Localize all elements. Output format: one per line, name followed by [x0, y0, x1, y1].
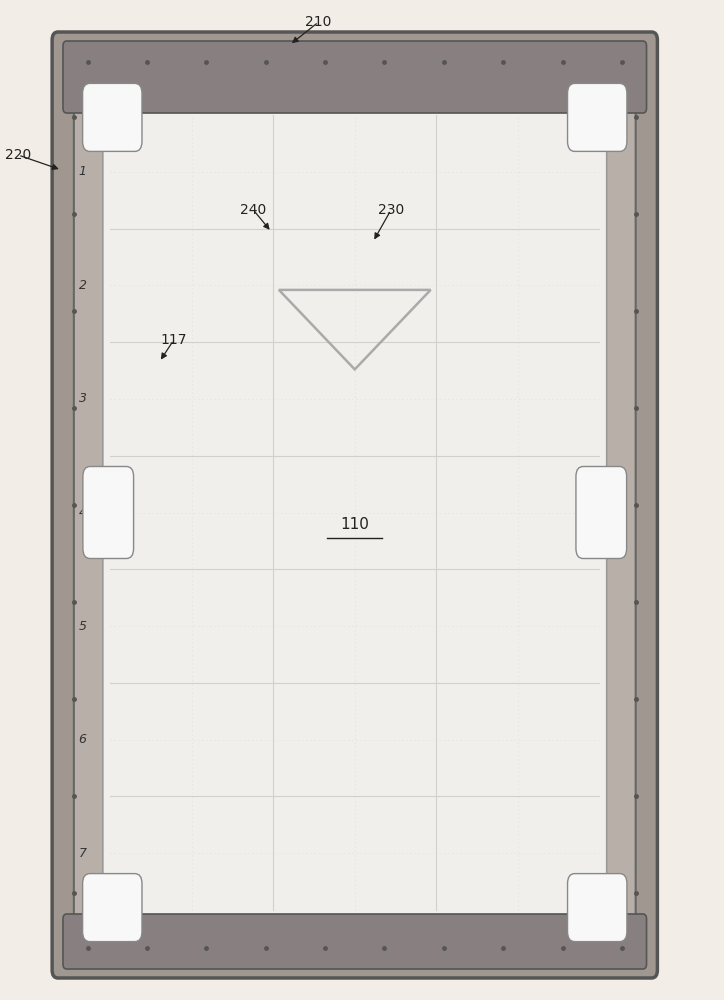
FancyBboxPatch shape	[63, 41, 647, 113]
Text: 3: 3	[514, 84, 522, 97]
Text: 117: 117	[161, 333, 187, 347]
FancyBboxPatch shape	[83, 466, 133, 558]
Text: 4: 4	[78, 506, 87, 519]
Text: 210: 210	[306, 15, 332, 29]
FancyBboxPatch shape	[83, 83, 142, 151]
Text: 1: 1	[78, 165, 87, 178]
FancyBboxPatch shape	[576, 466, 626, 558]
Text: 1: 1	[188, 84, 195, 97]
Text: 240: 240	[240, 203, 266, 217]
Text: 7: 7	[78, 847, 87, 860]
Text: 3: 3	[78, 392, 87, 405]
Text: 2: 2	[350, 84, 359, 97]
Text: 6: 6	[78, 733, 87, 746]
Text: 5: 5	[78, 620, 87, 633]
Text: 220: 220	[5, 148, 31, 162]
FancyBboxPatch shape	[52, 32, 657, 978]
FancyBboxPatch shape	[568, 874, 627, 942]
Text: 230: 230	[378, 203, 404, 217]
FancyBboxPatch shape	[74, 62, 636, 948]
FancyBboxPatch shape	[83, 874, 142, 942]
FancyBboxPatch shape	[568, 83, 627, 151]
FancyBboxPatch shape	[103, 105, 607, 920]
FancyBboxPatch shape	[63, 914, 647, 969]
Text: 2: 2	[78, 279, 87, 292]
Text: 110: 110	[340, 517, 369, 532]
